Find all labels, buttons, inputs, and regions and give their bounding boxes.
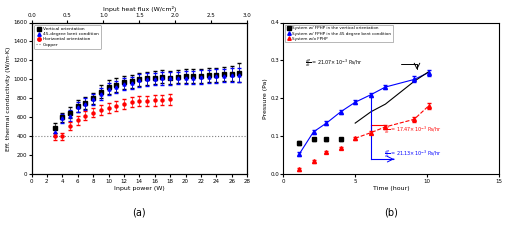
- X-axis label: Input heat flux (W/cm²): Input heat flux (W/cm²): [103, 5, 176, 11]
- Y-axis label: Eff. thermal conductivity (W/m·K): Eff. thermal conductivity (W/m·K): [6, 46, 11, 151]
- Text: $\frac{dP}{dt}$ = 17.47×10$^{-3}$ Pa/hr: $\frac{dP}{dt}$ = 17.47×10$^{-3}$ Pa/hr: [384, 125, 442, 136]
- X-axis label: Input power (W): Input power (W): [114, 186, 165, 191]
- Text: $\frac{dP}{dt}$ = 21.13×10$^{-3}$ Pa/hr: $\frac{dP}{dt}$ = 21.13×10$^{-3}$ Pa/hr: [384, 149, 442, 160]
- X-axis label: Time (hour): Time (hour): [373, 186, 409, 191]
- Text: (b): (b): [384, 207, 398, 217]
- Y-axis label: Pressure (Pa): Pressure (Pa): [263, 78, 268, 119]
- Legend: Vertical orientation, 45-degree bent condition, Horizontal orientation, Copper: Vertical orientation, 45-degree bent con…: [34, 25, 101, 49]
- Text: (a): (a): [133, 207, 146, 217]
- Copper: [28, 135, 35, 138]
- Text: $\frac{dP}{dt}$ = 21.07×10$^{-3}$ Pa/hr: $\frac{dP}{dt}$ = 21.07×10$^{-3}$ Pa/hr: [305, 58, 363, 69]
- Legend: System w/ FPHP in the vertical orientation, System w/ FPHP in the 45 degree bent: System w/ FPHP in the vertical orientati…: [285, 25, 393, 42]
- Copper: [36, 135, 42, 138]
